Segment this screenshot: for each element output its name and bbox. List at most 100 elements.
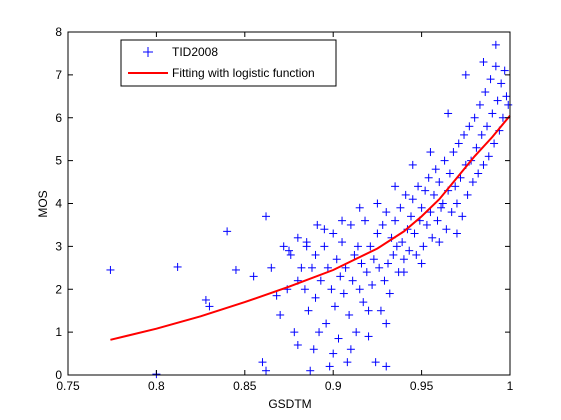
data-point	[316, 276, 325, 285]
data-point	[419, 242, 428, 251]
data-point	[479, 160, 488, 169]
data-point	[359, 298, 368, 307]
data-point	[304, 306, 313, 315]
data-point	[426, 208, 435, 217]
data-point	[483, 122, 492, 131]
data-point	[297, 263, 306, 272]
data-point	[341, 263, 350, 272]
y-tick-label: 7	[55, 68, 62, 82]
data-point	[472, 143, 481, 152]
data-point	[173, 262, 182, 271]
data-point	[306, 366, 315, 375]
data-point	[428, 233, 437, 242]
data-point	[458, 212, 467, 221]
data-point	[223, 227, 232, 236]
data-point	[451, 182, 460, 191]
data-point	[412, 250, 421, 259]
data-point	[392, 242, 401, 251]
data-point	[490, 139, 499, 148]
data-point	[414, 182, 423, 191]
data-point	[491, 40, 500, 49]
y-tick-label: 5	[55, 154, 62, 168]
data-point	[382, 319, 391, 328]
x-tick-label: 0.95	[410, 379, 434, 393]
data-point	[293, 340, 302, 349]
data-point	[405, 246, 414, 255]
data-point	[352, 328, 361, 337]
data-point	[325, 362, 334, 371]
data-point	[307, 263, 316, 272]
data-point	[477, 130, 486, 139]
data-point	[293, 233, 302, 242]
fit-curve-layer	[110, 114, 511, 341]
data-point	[362, 268, 371, 277]
data-point	[493, 96, 502, 105]
data-point	[497, 79, 506, 88]
data-point	[249, 272, 258, 281]
y-tick-label: 1	[55, 325, 62, 339]
x-tick-label: 0.9	[325, 379, 342, 393]
data-point	[481, 88, 490, 97]
data-point	[357, 259, 366, 268]
data-point	[345, 310, 354, 319]
data-point	[350, 250, 359, 259]
data-point	[382, 208, 391, 217]
data-point	[373, 229, 382, 238]
data-point	[348, 276, 357, 285]
x-tick-label: 0.85	[233, 379, 257, 393]
data-point	[336, 272, 345, 281]
data-point	[486, 75, 495, 84]
data-point	[258, 358, 267, 367]
data-point	[346, 220, 355, 229]
data-point	[479, 58, 488, 67]
data-point	[364, 306, 373, 315]
data-point	[286, 250, 295, 259]
data-point	[484, 152, 493, 161]
data-point	[396, 203, 405, 212]
y-tick-label: 3	[55, 239, 62, 253]
data-point	[488, 109, 497, 118]
data-point	[389, 250, 398, 259]
data-point	[313, 220, 322, 229]
data-point	[438, 199, 447, 208]
data-point	[302, 238, 311, 247]
data-point	[231, 265, 240, 274]
data-point	[504, 100, 513, 109]
data-point	[334, 334, 343, 343]
data-point	[355, 285, 364, 294]
x-tick-label: 0.75	[56, 379, 80, 393]
data-point	[329, 349, 338, 358]
data-point	[408, 160, 417, 169]
data-point	[422, 220, 431, 229]
data-point	[343, 358, 352, 367]
data-point	[371, 358, 380, 367]
data-point	[382, 362, 391, 371]
data-point	[300, 285, 309, 294]
data-point	[378, 220, 387, 229]
data-point	[470, 113, 479, 122]
data-point	[417, 203, 426, 212]
data-point	[454, 139, 463, 148]
data-point	[410, 229, 419, 238]
data-point	[338, 238, 347, 247]
data-point	[375, 263, 384, 272]
x-tick-label: 1	[507, 379, 514, 393]
data-point	[447, 208, 456, 217]
data-point	[437, 203, 446, 212]
legend: TID2008 Fitting with logistic function	[120, 39, 337, 87]
data-point	[279, 242, 288, 251]
x-axis-label: GSDTM	[268, 397, 311, 411]
tick-labels: 0.75 0.8 0.85 0.9 0.95 1 0 1 2 3 4 5 6 7 8	[55, 25, 513, 393]
data-point	[332, 255, 341, 264]
legend-label-fit: Fitting with logistic function	[172, 66, 315, 80]
data-point	[380, 276, 389, 285]
data-point	[311, 293, 320, 302]
data-point	[444, 109, 453, 118]
data-point	[369, 255, 378, 264]
data-point	[353, 242, 362, 251]
data-point	[461, 70, 470, 79]
data-point	[330, 302, 339, 311]
data-point	[502, 92, 511, 101]
data-point	[401, 190, 410, 199]
